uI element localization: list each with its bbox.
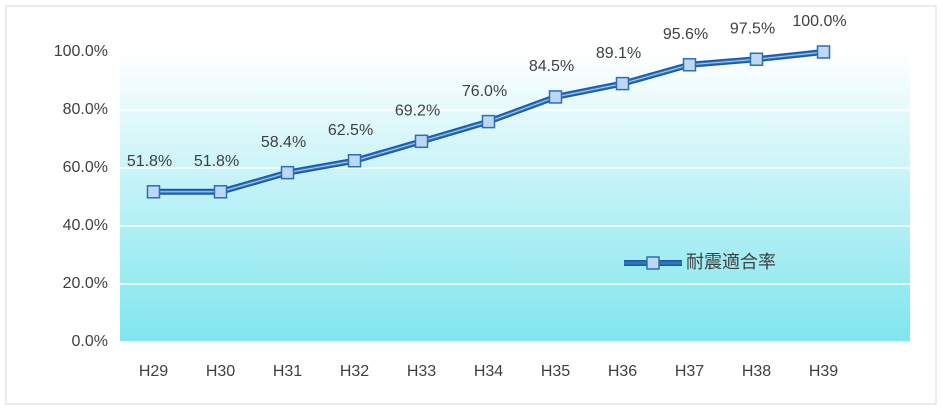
data-label: 51.8% bbox=[127, 153, 172, 170]
marker bbox=[615, 76, 630, 91]
marker bbox=[548, 90, 563, 104]
x-tick-label: H32 bbox=[340, 363, 369, 380]
marker bbox=[280, 165, 295, 180]
y-tick-label: 100.0% bbox=[54, 43, 108, 60]
data-label: 76.0% bbox=[462, 83, 507, 100]
marker bbox=[347, 154, 362, 168]
data-label: 84.5% bbox=[529, 58, 574, 75]
marker bbox=[481, 114, 496, 129]
data-label: 69.2% bbox=[395, 103, 440, 120]
legend-label: 耐震適合率 bbox=[686, 252, 776, 272]
y-tick-label: 40.0% bbox=[63, 217, 108, 234]
x-tick-label: H34 bbox=[474, 363, 503, 380]
marker bbox=[213, 185, 228, 199]
y-tick-label: 80.0% bbox=[63, 101, 108, 118]
data-label: 97.5% bbox=[730, 20, 775, 37]
marker bbox=[682, 58, 697, 72]
x-tick-label: H35 bbox=[541, 363, 570, 380]
y-tick-label: 20.0% bbox=[63, 275, 108, 292]
marker bbox=[816, 45, 831, 59]
marker bbox=[749, 52, 764, 66]
data-label: 95.6% bbox=[663, 26, 708, 43]
x-tick-label: H33 bbox=[407, 363, 436, 380]
x-tick-label: H31 bbox=[273, 363, 302, 380]
marker bbox=[414, 134, 429, 149]
x-tick-label: H36 bbox=[608, 363, 637, 380]
data-label: 89.1% bbox=[596, 45, 641, 62]
x-tick-label: H37 bbox=[675, 363, 704, 380]
data-label: 51.8% bbox=[194, 153, 239, 170]
y-tick-label: 0.0% bbox=[72, 333, 108, 350]
plot-area bbox=[120, 52, 910, 342]
x-tick-label: H38 bbox=[742, 363, 771, 380]
marker bbox=[146, 185, 161, 199]
x-tick-label: H30 bbox=[206, 363, 235, 380]
legend-marker bbox=[646, 256, 660, 270]
data-label: 58.4% bbox=[261, 134, 306, 151]
x-tick-label: H29 bbox=[139, 363, 168, 380]
x-tick-label: H39 bbox=[809, 363, 838, 380]
data-label: 100.0% bbox=[792, 13, 846, 30]
data-label: 62.5% bbox=[328, 122, 373, 139]
y-tick-label: 60.0% bbox=[63, 159, 108, 176]
